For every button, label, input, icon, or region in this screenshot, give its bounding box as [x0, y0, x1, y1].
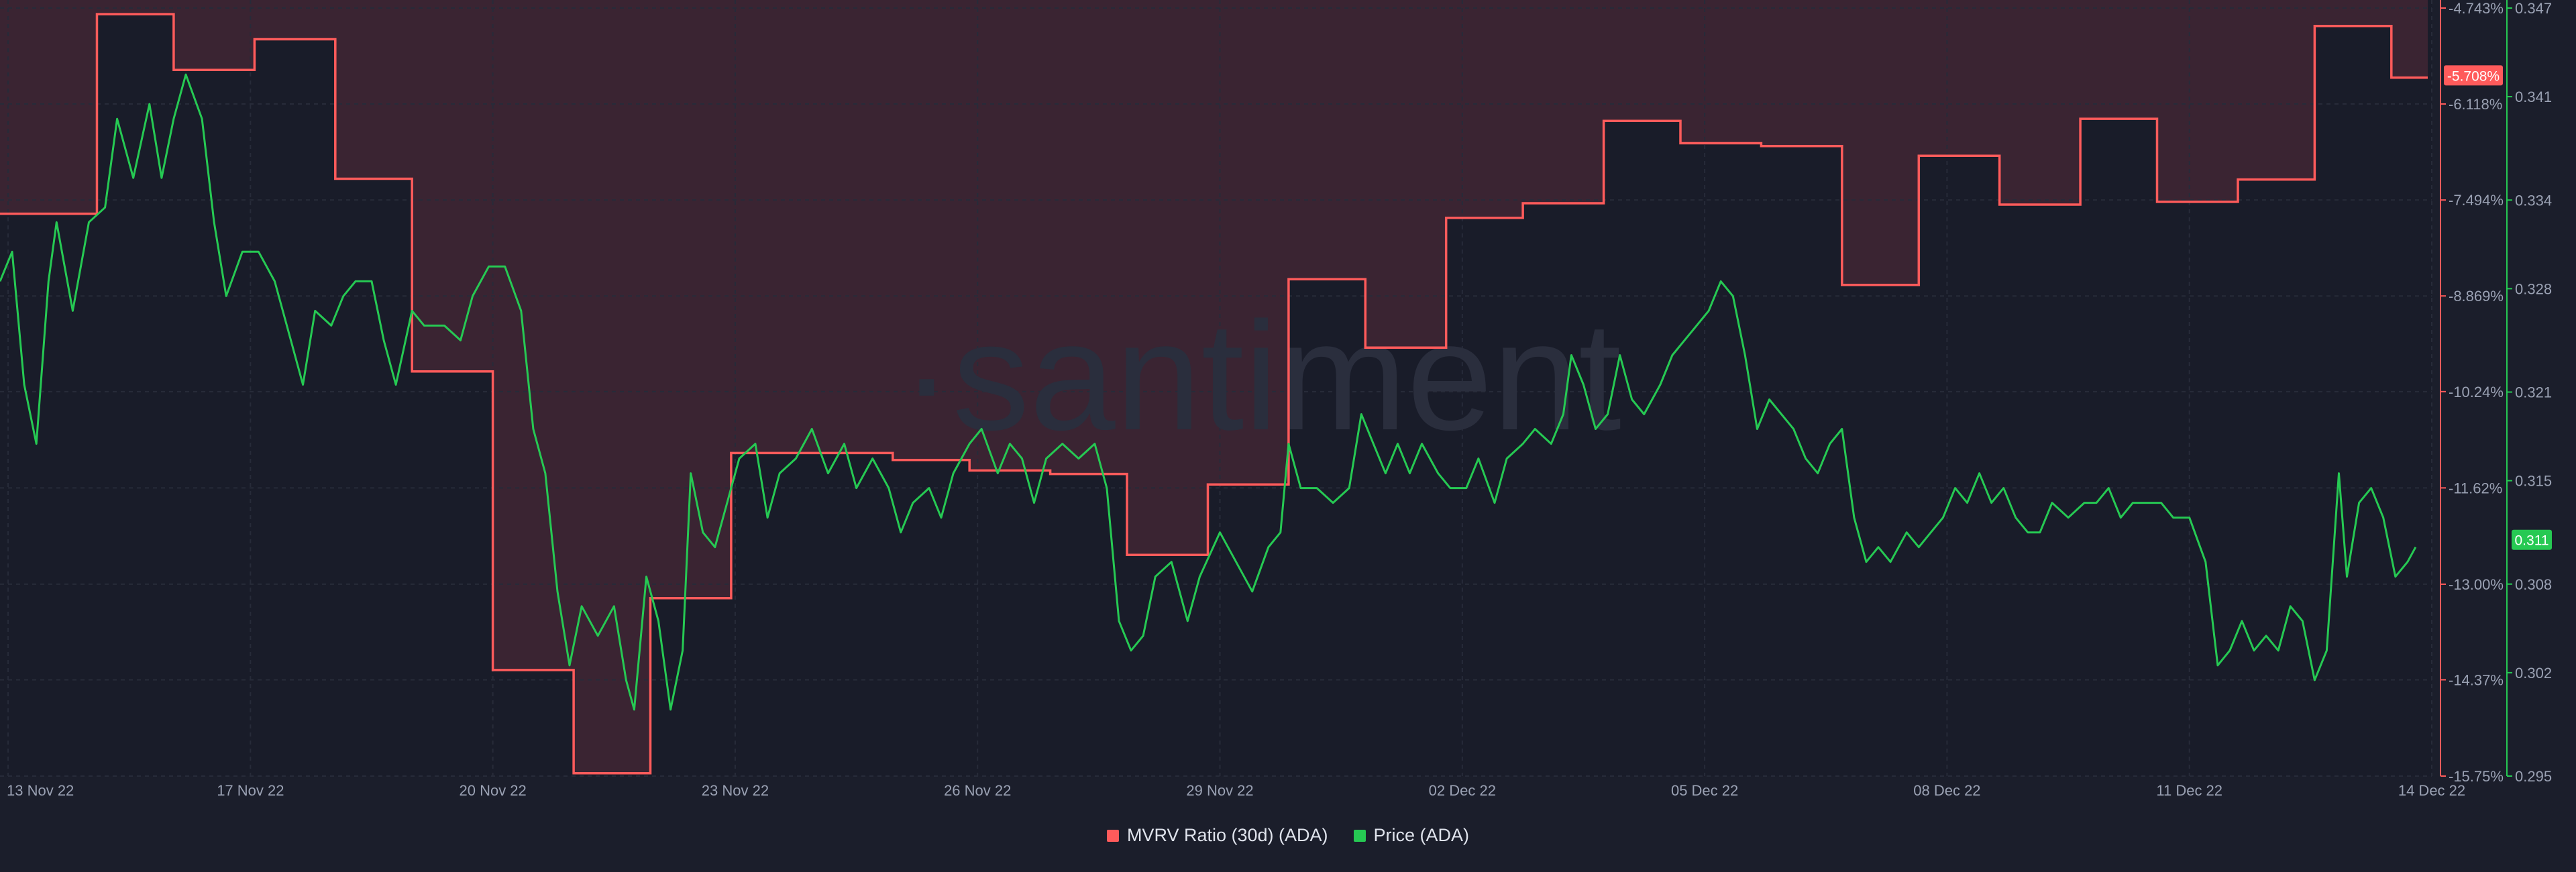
mvrv-line [0, 13, 2428, 775]
mvrv-current-badge [2444, 65, 2503, 86]
price-current-value: 0.311 [2515, 533, 2549, 549]
price-axis-tick-label: 0.347 [2515, 0, 2552, 17]
x-axis-tick-label: 23 Nov 22 [702, 782, 769, 799]
x-axis-tick-label: 14 Dec 22 [2398, 782, 2465, 799]
x-axis-tick-label: 20 Nov 22 [459, 782, 526, 799]
mvrv-axis-tick-label: -10.24% [2449, 384, 2504, 400]
x-axis-tick-label: 13 Nov 22 [7, 782, 74, 799]
legend-swatch-mvrv [1106, 829, 1119, 842]
chart-svg: ·santiment -4.743% -6.118% -7.494% -8.869% -1… [0, 0, 2552, 799]
legend-item-price[interactable]: Price (ADA) [1353, 825, 1470, 846]
x-axis-tick-label: 02 Dec 22 [1429, 782, 1496, 799]
price-axis-tick-label: 0.321 [2515, 384, 2552, 401]
mvrv-axis-tick-label: -13.00% [2449, 576, 2504, 593]
price-axis-tick-label: 0.315 [2515, 473, 2552, 490]
price-axis-tick-label: 0.302 [2515, 665, 2552, 682]
mvrv-axis-tick-label: -7.494% [2449, 192, 2504, 209]
mvrv-axis-tick-label: -6.118% [2449, 96, 2502, 113]
legend: MVRV Ratio (30d) (ADA) Price (ADA) [0, 825, 2576, 846]
price-axis-tick-label: 0.295 [2515, 768, 2552, 785]
price-axis-tick-label: 0.341 [2515, 89, 2552, 105]
x-axis-tick-label: 17 Nov 22 [217, 782, 284, 799]
price-current-badge [2512, 529, 2552, 550]
mvrv-axis-tick-label: -15.75% [2449, 768, 2504, 785]
mvrv-area-fill [0, 0, 2428, 773]
x-axis-tick-label: 29 Nov 22 [1186, 782, 1253, 799]
watermark: ·santiment [901, 290, 1621, 462]
legend-label-price: Price (ADA) [1373, 825, 1470, 845]
mvrv-axis-tick-label: -4.743% [2449, 0, 2504, 17]
price-line [0, 73, 2417, 711]
x-axis-tick-label: 26 Nov 22 [944, 782, 1011, 799]
price-axis-tick-label: 0.334 [2515, 192, 2552, 209]
price-axis-tick-label: 0.328 [2515, 280, 2552, 297]
mvrv-axis-tick-label: -8.869% [2449, 288, 2504, 305]
mvrv-axis-tick-label: -11.62% [2449, 480, 2502, 496]
mvrv-current-value: -5.708% [2447, 68, 2500, 84]
legend-label-mvrv: MVRV Ratio (30d) (ADA) [1126, 825, 1328, 845]
x-axis-tick-label: 08 Dec 22 [1913, 782, 1980, 799]
legend-swatch-price [1353, 829, 1366, 842]
price-axis-tick-label: 0.308 [2515, 576, 2552, 593]
x-axis-tick-label: 05 Dec 22 [1671, 782, 1738, 799]
mvrv-axis-tick-label: -14.37% [2449, 671, 2504, 688]
legend-item-mvrv[interactable]: MVRV Ratio (30d) (ADA) [1106, 825, 1328, 846]
x-axis-tick-label: 11 Dec 22 [2156, 782, 2222, 799]
